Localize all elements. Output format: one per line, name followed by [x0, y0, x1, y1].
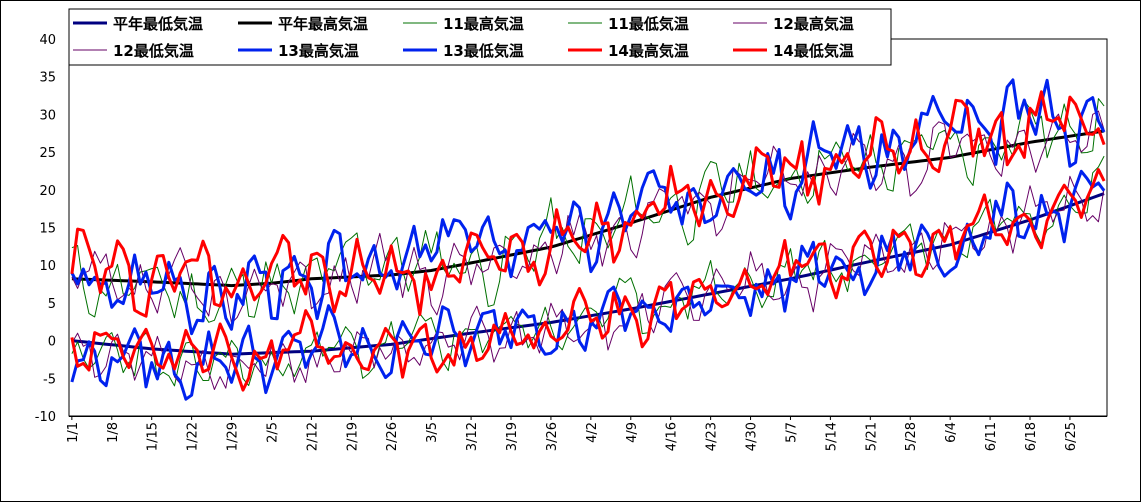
legend-label: 11最低気温 [608, 15, 689, 33]
x-tick-labels: 1/1 1/8 1/15 1/22 1/29 2/5 2/12 2/19 2/26 3/5 3/12… [66, 422, 1079, 451]
legend-label: 14最高気温 [608, 42, 689, 60]
x-tick-label: 2/5 [265, 422, 280, 443]
legend-label: 平年最低気温 [113, 15, 203, 33]
series-line [70, 168, 1106, 392]
x-tick-label: 4/2 [585, 422, 600, 443]
x-tick-label: 4/9 [625, 422, 640, 443]
x-tick-label: 3/19 [505, 422, 520, 451]
legend-label: 13最低気温 [443, 42, 524, 60]
y-tick-label: 0 [48, 335, 56, 350]
x-tick-label: 1/15 [146, 422, 161, 451]
y-tick-label: -10 [35, 410, 56, 425]
x-tick-label: 5/28 [904, 422, 919, 451]
series-line [70, 78, 1106, 336]
x-tick-label: 6/11 [984, 422, 999, 451]
x-tick-label: 4/23 [705, 422, 720, 451]
legend: 平年最低気温 平年最高気温 11最高気温 11最低気温 12最高気温 12最低気温 13最高… [68, 8, 892, 66]
x-tick-label: 2/26 [385, 422, 400, 451]
x-tick-label: 1/29 [226, 422, 241, 451]
y-tick-label: 15 [39, 222, 56, 237]
series-line [71, 98, 1105, 323]
legend-label: 12最高気温 [773, 15, 854, 33]
y-tick-label: 35 [39, 71, 56, 86]
y-tick-labels: 40 35 30 25 20 15 10 5 0 -5 -10 [35, 33, 56, 425]
x-tick-label: 3/26 [545, 422, 560, 451]
x-tick-label: 4/30 [745, 422, 760, 451]
legend-label: 13最高気温 [278, 42, 359, 60]
x-tick-label: 5/7 [784, 422, 799, 443]
x-tick-label: 1/22 [186, 422, 201, 451]
x-tick-label: 6/18 [1024, 422, 1039, 451]
x-tick-label: 2/12 [305, 422, 320, 451]
x-tick-label: 1/1 [66, 422, 81, 443]
legend-label: 14最低気温 [773, 42, 854, 60]
legend-box [68, 8, 892, 66]
x-tick-label: 6/4 [944, 422, 959, 443]
y-tick-label: 30 [39, 108, 56, 123]
y-tick-label: 40 [39, 33, 56, 48]
series-line [70, 90, 1106, 318]
x-tick-label: 5/14 [824, 422, 839, 451]
series-lines [70, 78, 1106, 401]
y-tick-label: 25 [39, 146, 56, 161]
x-tick-label: 3/12 [465, 422, 480, 451]
x-tick-label: 2/19 [345, 422, 360, 451]
legend-label: 12最低気温 [113, 42, 194, 60]
y-tick-label: -5 [43, 372, 56, 387]
x-tick-label: 4/16 [665, 422, 680, 451]
legend-label: 11最高気温 [443, 15, 524, 33]
y-tick-label: 20 [39, 184, 56, 199]
y-tick-label: 10 [39, 259, 56, 274]
x-tick-label: 1/8 [106, 422, 121, 443]
legend-label: 平年最高気温 [278, 15, 368, 33]
x-tick-label: 5/21 [864, 422, 879, 451]
x-tick-label: 3/5 [425, 422, 440, 443]
x-tick-label: 6/25 [1064, 422, 1079, 451]
y-tick-label: 5 [48, 297, 56, 312]
